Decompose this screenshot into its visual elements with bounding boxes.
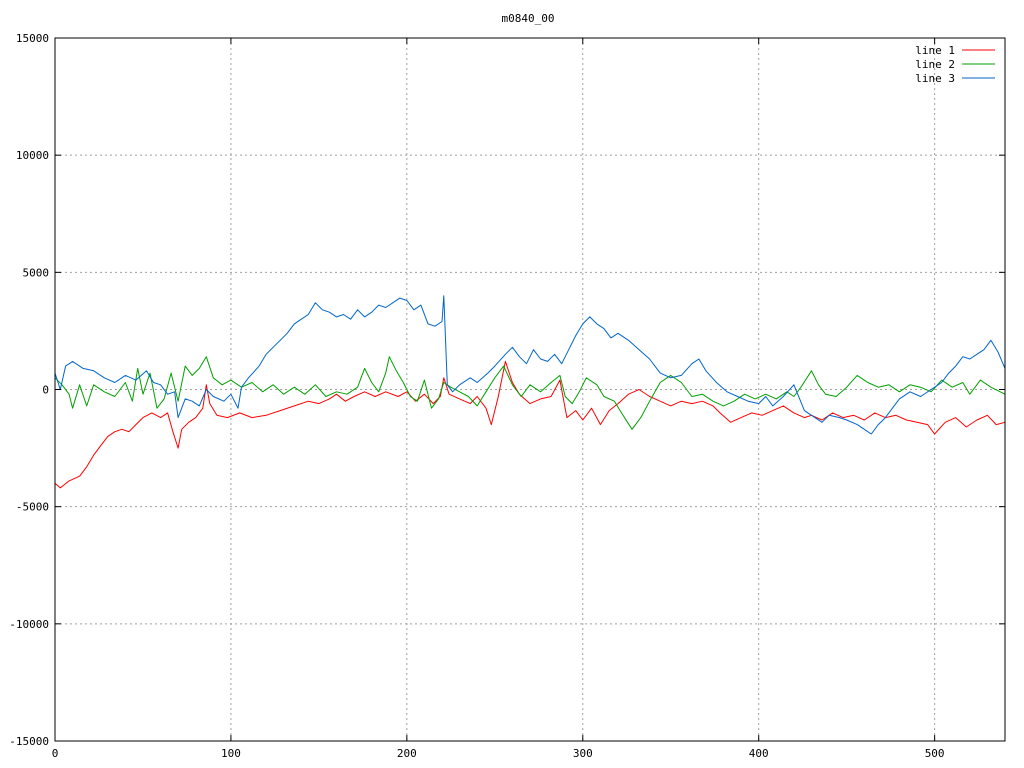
series-line-2 — [54, 356, 1006, 430]
y-tick-label: -10000 — [9, 618, 49, 631]
legend-label: line 3 — [915, 72, 955, 85]
x-tick-label: 500 — [925, 747, 945, 760]
chart-title: m0840_00 — [502, 12, 555, 25]
series-line-3 — [54, 295, 1006, 435]
y-tick-label: 0 — [42, 384, 49, 397]
x-tick-label: 0 — [52, 747, 59, 760]
y-tick-label: 10000 — [16, 149, 49, 162]
y-tick-label: -15000 — [9, 735, 49, 748]
y-tick-label: 5000 — [23, 266, 50, 279]
y-tick-label: 15000 — [16, 32, 49, 45]
x-tick-label: 200 — [397, 747, 417, 760]
x-tick-label: 400 — [749, 747, 769, 760]
grid — [55, 38, 1005, 741]
x-tick-label: 100 — [221, 747, 241, 760]
series-lines — [54, 295, 1006, 489]
axis-ticks: 0 100 200 300 400 500 -15000 -10000 -5000 0 5000 10… — [9, 32, 1005, 760]
y-tick-label: -5000 — [16, 501, 49, 514]
x-tick-label: 300 — [573, 747, 593, 760]
legend-label: line 2 — [915, 58, 955, 71]
legend-label: line 1 — [915, 44, 955, 57]
